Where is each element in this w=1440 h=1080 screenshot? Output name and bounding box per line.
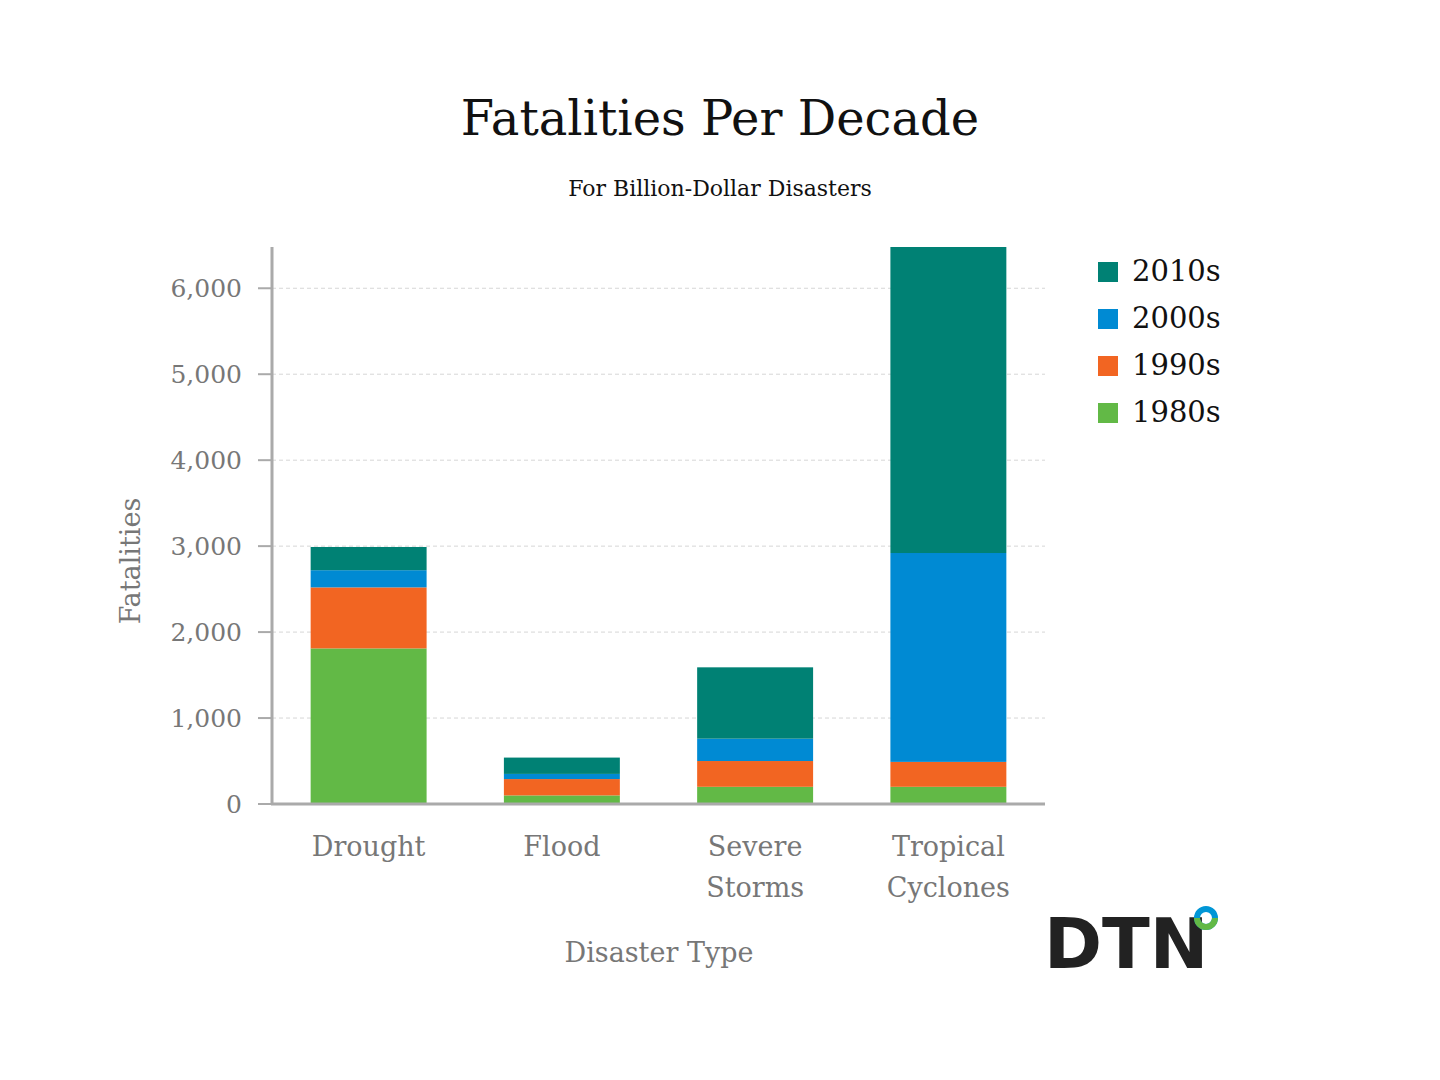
- legend-swatch: [1098, 262, 1118, 282]
- bar-segment: [504, 779, 620, 795]
- tick-mark: [258, 287, 272, 289]
- bar-segment: [890, 553, 1006, 762]
- chart: Fatalities Per Decade For Billion-Dollar …: [0, 0, 1440, 1080]
- bar-segment: [697, 667, 813, 738]
- category-label: Flood: [523, 831, 600, 862]
- category-label-line: Flood: [523, 831, 600, 862]
- tick-label: 0: [226, 790, 242, 819]
- tick-label: 2,000: [170, 618, 242, 647]
- tick-label: 1,000: [170, 704, 242, 733]
- subtitle: For Billion-Dollar Disasters: [568, 176, 872, 201]
- x-axis-title: Disaster Type: [565, 937, 754, 968]
- bar-segment: [697, 787, 813, 804]
- legend-swatch: [1098, 356, 1118, 376]
- category-label: Drought: [312, 831, 426, 862]
- category-label-line: Tropical: [892, 831, 1005, 862]
- legend: 2010s 2000s 1990s 1980s: [1098, 254, 1221, 429]
- bar-segment: [311, 648, 427, 804]
- bar-segment: [890, 762, 1006, 787]
- bar-segment: [504, 758, 620, 774]
- category-label-line: Drought: [312, 831, 426, 862]
- category-label: Tropical Cyclones: [887, 831, 1010, 903]
- category-label-line: Storms: [706, 872, 804, 903]
- tick-mark: [258, 717, 272, 719]
- bar-segment: [311, 547, 427, 570]
- bar-segment: [504, 774, 620, 779]
- tick-label: 3,000: [170, 532, 242, 561]
- category-label-line: Cyclones: [887, 872, 1010, 903]
- tick-mark: [258, 803, 272, 805]
- legend-label: 2010s: [1132, 254, 1221, 288]
- category-label-line: Severe: [708, 831, 803, 862]
- tick-label: 4,000: [170, 446, 242, 475]
- tick-mark: [258, 459, 272, 461]
- logo: DTN: [1044, 903, 1208, 985]
- tick-label: 6,000: [170, 274, 242, 303]
- chart-root: Fatalities Per Decade For Billion-Dollar …: [0, 0, 1440, 1080]
- tick-mark: [258, 373, 272, 375]
- legend-label: 1980s: [1132, 395, 1221, 429]
- legend-swatch: [1098, 403, 1118, 423]
- y-axis-title: Fatalities: [115, 498, 146, 625]
- legend-swatch: [1098, 309, 1118, 329]
- bar-segment: [697, 761, 813, 787]
- bar-segment: [697, 739, 813, 761]
- bar-segment: [311, 570, 427, 587]
- y-axis-line: [271, 247, 274, 805]
- tick-mark: [258, 545, 272, 547]
- legend-label: 2000s: [1132, 301, 1221, 335]
- tick-mark: [258, 631, 272, 633]
- legend-label: 1990s: [1132, 348, 1221, 382]
- logo-ring: [1197, 909, 1215, 927]
- bar-segment: [890, 787, 1006, 804]
- category-label: Severe Storms: [706, 831, 804, 903]
- grid-line: [272, 804, 1045, 805]
- bar-segment: [890, 247, 1006, 553]
- title: Fatalities Per Decade: [461, 90, 979, 146]
- bars: [311, 247, 1007, 804]
- logo-ring-accent: [1197, 918, 1215, 927]
- tick-label: 5,000: [170, 360, 242, 389]
- bar-segment: [311, 587, 427, 648]
- x-axis-line: [271, 803, 1045, 806]
